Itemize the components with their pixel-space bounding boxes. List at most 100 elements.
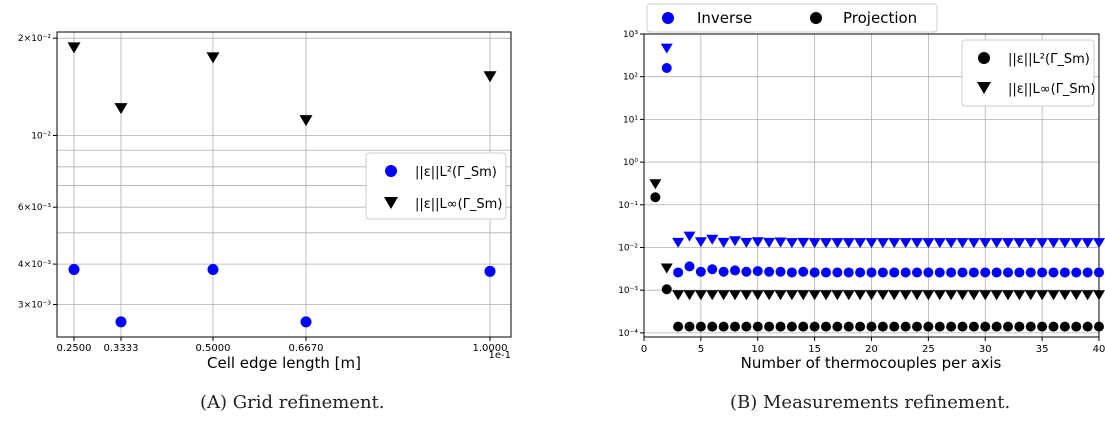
data-point-circle <box>798 321 809 332</box>
data-point-circle <box>1037 267 1048 278</box>
data-point-triangle <box>740 290 753 301</box>
data-point-circle <box>752 266 763 277</box>
data-point-circle <box>866 267 877 278</box>
data-point-triangle <box>933 238 946 249</box>
data-point-triangle <box>1013 238 1026 249</box>
data-point-triangle <box>831 238 844 249</box>
data-point-triangle <box>854 290 867 301</box>
x-tick-label: 40 <box>1093 344 1105 355</box>
legend-a-circle-marker <box>385 165 397 177</box>
data-point-circle <box>843 267 854 278</box>
data-point-triangle <box>865 238 878 249</box>
data-point-circle <box>923 321 934 332</box>
data-point-triangle <box>990 290 1003 301</box>
data-point-circle <box>923 267 934 278</box>
data-point-triangle <box>967 238 980 249</box>
data-point-circle <box>855 267 866 278</box>
y-tick-label: 10³ <box>623 30 638 40</box>
data-point-circle <box>661 284 672 295</box>
data-point-triangle <box>808 238 821 249</box>
data-point-circle <box>1082 321 1093 332</box>
caption-a: (A) Grid refinement. <box>200 392 385 413</box>
data-point-triangle <box>956 290 969 301</box>
data-point-triangle <box>740 237 753 248</box>
data-point-triangle <box>922 290 935 301</box>
ticks-b: 0 5 10 15 20 25 30 35 40 10³ 10² 10¹ 10⁰ 10⁻¹ 10⁻² 10⁻³… <box>618 30 1105 355</box>
data-point-triangle <box>911 238 923 249</box>
y-tick-label: 2×10⁻² <box>18 34 51 44</box>
data-point-triangle <box>751 237 764 248</box>
legend-projection-label: Projection <box>843 9 917 27</box>
data-point-circle <box>889 267 900 278</box>
data-point-circle <box>1071 321 1082 332</box>
data-point-circle <box>832 267 843 278</box>
x-tick-label: 15 <box>808 344 821 355</box>
data-point-circle <box>843 321 854 332</box>
data-point-triangle <box>820 290 832 301</box>
data-point-triangle <box>922 238 935 249</box>
legend-inverse-marker <box>662 12 674 24</box>
ticks-a: 0.2500 0.3333 0.5000 0.6670 1.0000 2×10⁻² 10⁻²… <box>18 34 508 354</box>
data-point-circle <box>1094 267 1104 278</box>
data-point-triangle <box>933 290 946 301</box>
data-point-triangle <box>842 238 855 249</box>
data-point-triangle <box>785 238 798 249</box>
data-point-circle <box>866 321 877 332</box>
data-point-circle <box>980 321 991 332</box>
y-tick-label: 4×10⁻³ <box>18 260 51 270</box>
data-point-circle <box>741 266 752 277</box>
data-point-triangle <box>774 290 787 301</box>
data-point-circle <box>684 261 695 272</box>
data-point-triangle <box>1081 290 1094 301</box>
data-point-circle <box>707 264 718 275</box>
data-point-triangle <box>1047 238 1060 249</box>
data-point-triangle <box>694 237 707 248</box>
data-point-circle <box>968 267 979 278</box>
data-point-circle <box>900 267 911 278</box>
x-axis-label-a: Cell edge length [m] <box>207 354 361 372</box>
data-point-triangle <box>945 238 958 249</box>
data-point-circle <box>695 266 706 277</box>
data-point-circle <box>877 321 888 332</box>
data-point-circle <box>968 321 979 332</box>
legend-projection-marker <box>810 12 822 24</box>
data-point-triangle <box>1036 238 1049 249</box>
data-point-circle <box>661 62 672 73</box>
legend-inverse-label: Inverse <box>697 9 752 27</box>
legend-box-a <box>365 152 507 220</box>
data-point-circle <box>821 321 831 332</box>
data-point-triangle <box>979 238 992 249</box>
x-tick-label: 35 <box>1036 344 1049 355</box>
data-point-circle <box>115 316 127 328</box>
data-point-circle <box>673 267 684 278</box>
y-tick-label: 10⁻² <box>618 243 638 253</box>
y-tick-label: 3×10⁻³ <box>18 301 51 311</box>
data-point-triangle <box>797 290 810 301</box>
data-point-circle <box>786 267 797 278</box>
data-point-circle <box>707 321 718 332</box>
data-point-circle <box>1003 321 1013 332</box>
x-tick-label: 0.3333 <box>104 343 139 354</box>
data-point-circle <box>934 321 945 332</box>
data-point-circle <box>730 265 740 276</box>
x-tick-label: 30 <box>979 344 992 355</box>
data-point-triangle <box>820 238 832 249</box>
y-tick-label: 10⁻¹ <box>618 201 638 211</box>
points-b <box>649 43 1105 332</box>
data-point-triangle <box>911 290 923 301</box>
data-point-triangle <box>808 290 821 301</box>
data-point-circle <box>1014 321 1025 332</box>
y-tick-label: 10⁻⁴ <box>618 329 638 339</box>
data-point-circle <box>695 321 706 332</box>
y-tick-label: 10⁰ <box>623 158 638 168</box>
data-point-triangle <box>694 290 707 301</box>
data-point-circle <box>821 267 831 278</box>
data-point-triangle <box>1002 290 1014 301</box>
legend-b-circle-marker <box>978 52 990 64</box>
data-point-triangle <box>67 42 81 54</box>
data-point-triangle <box>763 237 776 248</box>
data-point-circle <box>946 267 957 278</box>
data-point-triangle <box>683 231 696 242</box>
data-point-circle <box>718 321 729 332</box>
data-point-circle <box>934 267 945 278</box>
